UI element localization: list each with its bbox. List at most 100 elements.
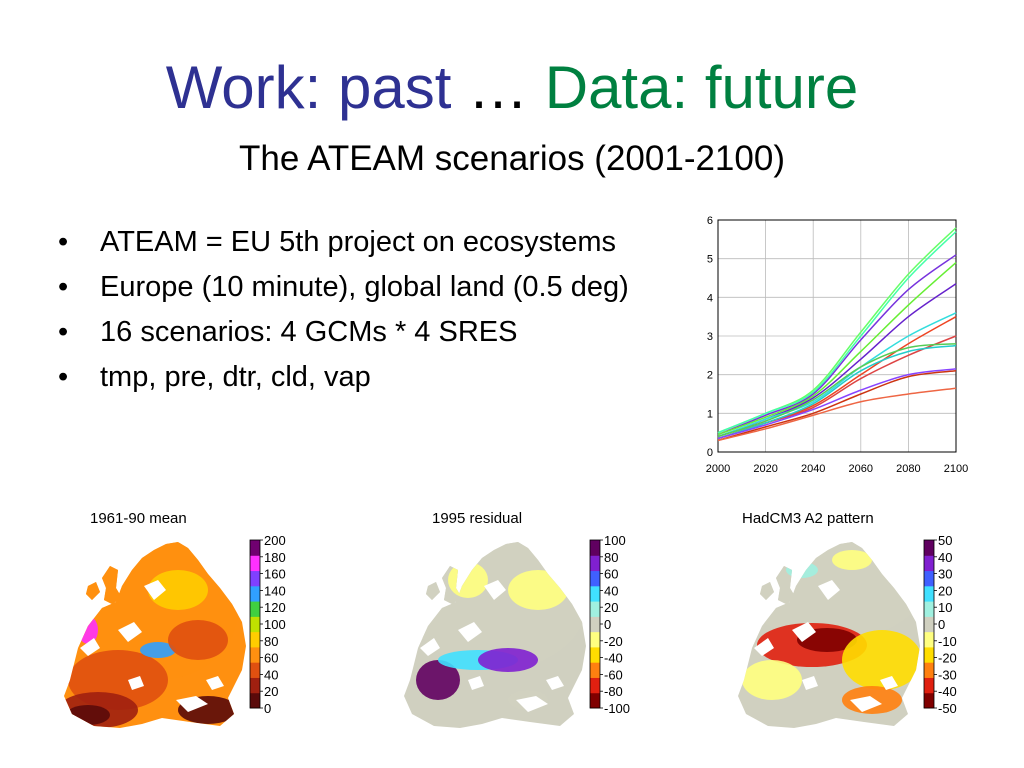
map-field-region — [832, 550, 872, 570]
map-field-region — [478, 648, 538, 672]
scale-label: 40 — [264, 667, 278, 682]
scale-label: 80 — [264, 634, 278, 649]
map-field-region — [416, 660, 460, 700]
scale-label: 160 — [264, 567, 286, 582]
scenario-line — [717, 261, 957, 436]
x-tick-label: 2060 — [849, 463, 873, 475]
map-field-region — [842, 630, 920, 690]
sea-region — [128, 676, 144, 690]
scale-label: -20 — [938, 651, 957, 666]
sea-region — [206, 676, 224, 690]
y-tick-label: 4 — [707, 292, 713, 304]
y-tick-label: 3 — [707, 331, 713, 343]
scale-swatch — [250, 585, 260, 602]
scale-swatch — [250, 540, 260, 556]
map-field-region — [448, 562, 488, 598]
scale-label: 20 — [938, 583, 952, 598]
y-tick-label: 2 — [707, 370, 713, 382]
scale-swatch — [590, 692, 600, 709]
sea-region — [818, 580, 840, 600]
map-field-region — [140, 642, 176, 658]
scale-label: -100 — [604, 701, 630, 716]
y-tick-label: 0 — [707, 447, 713, 459]
scale-label: -10 — [938, 634, 957, 649]
scale-label: 60 — [604, 567, 618, 582]
scale-swatch — [250, 555, 260, 572]
scale-swatch — [924, 662, 934, 678]
scale-label: 20 — [264, 684, 278, 699]
sea-region — [516, 696, 548, 712]
scale-label: 180 — [264, 550, 286, 565]
map-field-region — [786, 562, 818, 578]
scale-label: -40 — [604, 651, 623, 666]
scale-label: -40 — [938, 684, 957, 699]
scale-swatch — [250, 646, 260, 663]
scale-swatch — [250, 692, 260, 709]
map-landmass — [404, 542, 586, 728]
plot-border — [717, 219, 957, 453]
scale-swatch — [590, 677, 600, 694]
scale-swatch — [924, 631, 934, 648]
scale-label: 100 — [264, 617, 286, 632]
bullet-item: ATEAM = EU 5th project on ecosystems — [58, 224, 668, 261]
scale-swatch — [924, 540, 934, 556]
sea-region — [468, 676, 484, 690]
map-title: 1961-90 mean — [90, 510, 187, 527]
sea-region — [880, 676, 898, 690]
scale-swatch — [924, 692, 934, 709]
scale-swatch — [924, 585, 934, 602]
scale-swatch — [250, 616, 260, 633]
map-title: HadCM3 A2 pattern — [742, 510, 874, 527]
scale-swatch — [250, 662, 260, 678]
map-landmass — [738, 542, 920, 728]
scale-swatch — [590, 662, 600, 678]
x-tick-label: 2000 — [706, 463, 730, 475]
scale-label: 0 — [938, 617, 945, 632]
sea-region — [792, 622, 816, 642]
warming-line-chart: 2000 2020 2040 2060 2080 2100 0 1 2 3 4 5 6 — [706, 215, 968, 475]
scale-swatch — [250, 570, 260, 587]
x-tick-label: 2020 — [753, 463, 777, 475]
sea-region — [80, 638, 100, 656]
scale-label: 40 — [938, 550, 952, 565]
title-work-past: Work: past — [165, 54, 452, 121]
scenario-line — [717, 312, 957, 438]
map-landmass — [64, 542, 246, 728]
scale-swatch — [924, 555, 934, 572]
title-data-future: Data: future — [544, 54, 859, 121]
scale-label: -80 — [604, 684, 623, 699]
slide-title: Work: past … Data: future — [0, 52, 1024, 124]
scenario-line — [717, 231, 957, 434]
map-field-region — [168, 620, 228, 660]
scenario-line — [717, 342, 957, 438]
scale-swatch — [924, 646, 934, 663]
map-field-region — [148, 570, 208, 610]
sea-region — [144, 580, 166, 600]
sea-region — [118, 622, 142, 642]
scale-swatch — [924, 601, 934, 617]
scale-swatch — [924, 677, 934, 694]
sea-region — [850, 696, 882, 712]
sea-region — [420, 638, 440, 656]
map-field-region — [742, 660, 802, 700]
map-field-region — [508, 570, 568, 610]
scale-label: -20 — [604, 634, 623, 649]
scale-swatch — [924, 570, 934, 587]
y-tick-label: 1 — [707, 408, 713, 420]
scale-label: 200 — [264, 533, 286, 548]
bullet-list: ATEAM = EU 5th project on ecosystems Eur… — [58, 224, 668, 404]
scale-label: -60 — [604, 667, 623, 682]
scale-label: 0 — [264, 701, 271, 716]
sea-region — [458, 622, 482, 642]
scale-swatch — [590, 585, 600, 602]
bullet-item: Europe (10 minute), global land (0.5 deg… — [58, 269, 668, 306]
map-field-region — [422, 600, 434, 620]
scenario-line — [717, 387, 957, 442]
sea-region — [484, 580, 506, 600]
scenario-line — [717, 254, 957, 436]
scale-swatch — [924, 616, 934, 633]
x-tick-label: 2080 — [896, 463, 920, 475]
